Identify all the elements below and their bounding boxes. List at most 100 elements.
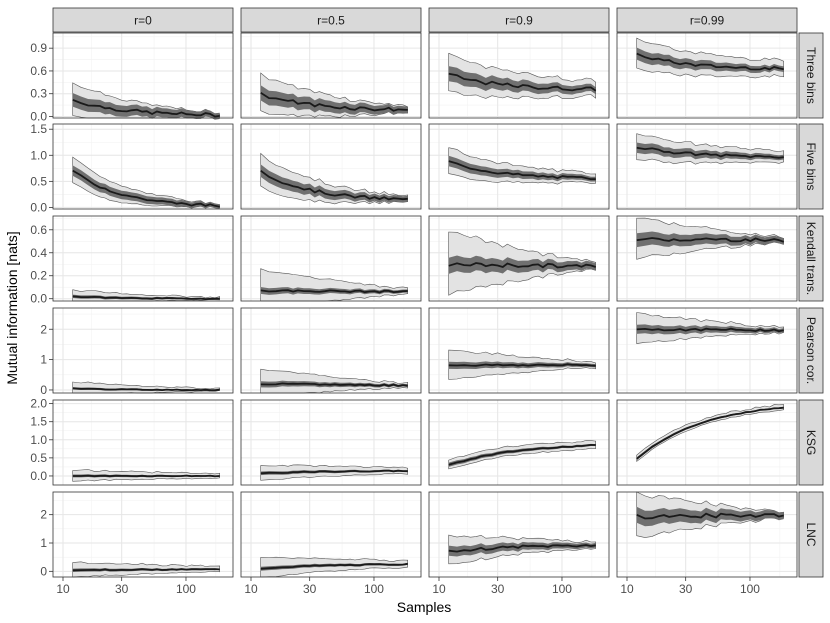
y-tick-label: 1 [40, 353, 47, 367]
x-tick-label: 30 [679, 582, 693, 596]
median-line [448, 262, 596, 269]
panel [428, 123, 610, 210]
y-tick-label: 1.5 [30, 415, 47, 429]
row-strip [798, 215, 824, 302]
column-strip [52, 7, 234, 33]
x-tick-label: 10 [56, 582, 70, 596]
median-line [448, 443, 596, 466]
median-line [636, 512, 784, 520]
median-line [260, 289, 408, 294]
row-strip-label: Kendall trans. [804, 222, 818, 295]
row-strip [798, 32, 824, 119]
outer-interval-band [260, 368, 409, 394]
column-strip [240, 7, 422, 33]
median-line [260, 169, 408, 201]
y-tick-label: 0.0 [30, 292, 47, 306]
median-line [448, 160, 596, 181]
column-strip-label: r=0.9 [505, 14, 533, 28]
panel [616, 123, 798, 210]
panel-border [428, 123, 610, 210]
x-tick-label: 10 [432, 582, 446, 596]
row-strip-label: Five bins [804, 142, 818, 190]
panel-border [428, 32, 610, 119]
panel [616, 215, 798, 302]
panel-border [616, 32, 798, 119]
median-line [260, 382, 408, 387]
panel [240, 399, 422, 486]
panel [52, 32, 234, 120]
y-axis-ticks: 0.00.30.60.90.00.51.01.50.00.20.40.60120… [30, 41, 53, 578]
y-tick-label: 0.3 [30, 87, 47, 101]
y-tick-label: 1.0 [30, 433, 47, 447]
row-strip [798, 123, 824, 210]
x-axis-ticks: 10 30 100 10 30 100 10 30 100 10 30 100 [56, 577, 760, 596]
panel [52, 123, 234, 210]
panel [240, 307, 422, 394]
median-line [636, 52, 784, 71]
column-strip [428, 7, 610, 33]
median-line [260, 562, 408, 570]
panel-background [53, 216, 233, 301]
median-line [448, 72, 597, 92]
panel-border [616, 307, 798, 394]
median-line [260, 469, 408, 475]
panel [428, 32, 610, 119]
x-tick-label: 100 [552, 582, 572, 596]
median-line [448, 544, 596, 553]
panel-border [616, 399, 798, 486]
inner-interval-band [448, 255, 596, 274]
column-strip [616, 7, 798, 33]
x-axis-label: Samples [397, 599, 451, 615]
row-strip [798, 307, 824, 394]
x-tick-label: 30 [303, 582, 317, 596]
y-tick-label: 0.0 [30, 469, 47, 483]
column-strips: r=0 r=0.5 r=0.9 r=0.99 [52, 7, 798, 33]
panel-border [52, 215, 234, 302]
panel [52, 307, 234, 394]
panel [52, 215, 234, 302]
panel-border [428, 307, 610, 394]
panel-border [52, 123, 234, 210]
median-line [72, 295, 220, 301]
row-strips: Three bins Five bins Kendall trans. Pearson… [798, 32, 824, 578]
row-strip [798, 399, 824, 486]
median-line [72, 387, 220, 392]
inner-interval-band [260, 85, 408, 115]
y-tick-label: 0.0 [30, 109, 47, 123]
y-tick-label: 0.5 [30, 451, 47, 465]
median-line [72, 474, 220, 478]
panel [240, 32, 422, 119]
y-tick-label: 2 [40, 322, 47, 336]
panel-border [52, 32, 234, 119]
panels [52, 32, 798, 578]
row-strip-label: KSG [804, 430, 818, 455]
median-line [636, 327, 784, 333]
panel [240, 491, 422, 578]
panel [52, 491, 234, 578]
y-tick-label: 0.9 [30, 41, 47, 55]
panel-border [240, 307, 422, 394]
panel [616, 399, 798, 486]
panel-border [616, 491, 798, 578]
column-strip-label: r=0 [134, 14, 152, 28]
inner-interval-band [636, 47, 784, 73]
panel-border [52, 307, 234, 394]
x-tick-label: 10 [620, 582, 634, 596]
inner-interval-band [636, 506, 784, 527]
panel-border [616, 123, 798, 210]
panel-border [240, 491, 422, 578]
x-tick-label: 10 [244, 582, 258, 596]
y-tick-label: 0.2 [30, 269, 47, 283]
outer-interval-band [260, 556, 409, 578]
median-line [636, 406, 784, 460]
inner-interval-band [448, 155, 596, 182]
y-tick-label: 2.0 [30, 397, 47, 411]
panel [616, 491, 798, 578]
row-strip-label: Pearson cor. [804, 317, 818, 384]
panel-border [428, 215, 610, 302]
x-tick-label: 100 [740, 582, 760, 596]
row-strip-label: LNC [804, 522, 818, 546]
median-line [448, 363, 596, 367]
y-tick-label: 0.0 [30, 200, 47, 214]
